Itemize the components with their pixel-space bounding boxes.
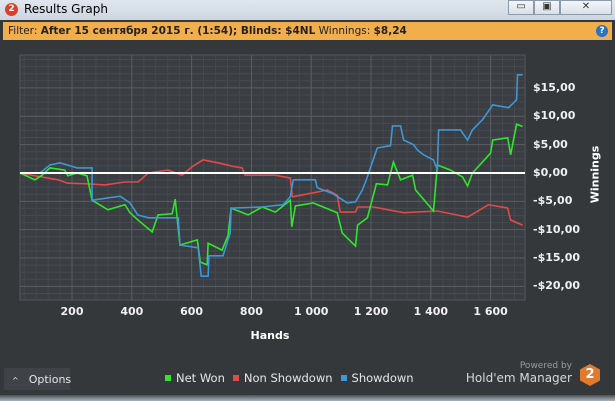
winnings-label: Winnings: <box>318 25 371 37</box>
legend-swatch <box>232 375 239 381</box>
legend-swatch <box>340 375 347 381</box>
maximize-button[interactable]: ▣ <box>534 0 560 15</box>
filter-label: Filter: <box>8 25 38 37</box>
non-showdown-line <box>19 159 523 226</box>
y-tick-label: -$10,00 <box>533 222 581 236</box>
y-tick-label: $5,00 <box>533 137 568 151</box>
y-tick-label: -$20,00 <box>533 279 581 293</box>
y-tick-label: $0,00 <box>533 165 568 179</box>
chevron-up-icon: ^ <box>12 376 19 385</box>
x-tick-label: 1 600 <box>473 305 508 318</box>
minimize-button[interactable]: ▭ <box>508 0 534 15</box>
legend-item-non-showdown[interactable]: Non Showdown <box>232 371 333 385</box>
y-tick-label: -$5,00 <box>533 194 573 208</box>
hm2-logo-icon: 2 <box>5 3 18 16</box>
close-icon: ✕ <box>581 1 591 12</box>
legend-label: Showdown <box>351 371 414 385</box>
options-label: Options <box>28 373 72 386</box>
legend: Net Won Non Showdown Showdown <box>165 371 414 385</box>
x-tick-label: 400 <box>120 305 144 318</box>
plot-area <box>19 54 526 301</box>
minimize-icon: ▭ <box>516 1 526 12</box>
legend-swatch <box>165 375 171 381</box>
x-axis-title: Hands <box>250 329 290 342</box>
brand-name: Hold'em Manager <box>465 371 572 385</box>
x-tick-label: 1 400 <box>413 305 449 318</box>
y-axis-title: Winnings <box>588 145 602 204</box>
maximize-icon: ▣ <box>542 1 552 12</box>
legend-label: Non Showdown <box>243 371 333 385</box>
legend-item-net-won[interactable]: Net Won <box>165 371 225 385</box>
filter-value: After 15 сентября 2015 г. (1:54); Blinds… <box>40 25 316 37</box>
x-tick-label: 200 <box>60 305 84 318</box>
winnings-value: $8,24 <box>373 25 407 37</box>
x-tick-label: 600 <box>180 305 204 318</box>
legend-label: Net Won <box>176 371 225 385</box>
showdown-line <box>20 74 523 278</box>
options-button[interactable]: ^ Options <box>4 368 72 390</box>
y-tick-label: $15,00 <box>533 80 576 94</box>
window-title: Results Graph <box>24 2 108 16</box>
filter-bar: Filter: After 15 сентября 2015 г. (1:54)… <box>3 22 612 40</box>
y-tick-label: $10,00 <box>533 109 576 123</box>
close-button[interactable]: ✕ <box>560 0 612 15</box>
title-bar: 2 Results Graph ▭ ▣ ✕ <box>0 0 615 20</box>
x-tick-label: 1 200 <box>353 305 389 318</box>
x-tick-label: 800 <box>239 305 263 318</box>
net-won-line <box>19 123 523 266</box>
window-border <box>0 395 615 401</box>
legend-item-showdown[interactable]: Showdown <box>340 371 414 385</box>
help-icon[interactable]: ? <box>596 25 608 37</box>
powered-by: Powered by <box>519 361 572 371</box>
x-tick-label: 1 000 <box>293 305 329 318</box>
hm2-logo-icon: 2 <box>580 364 600 386</box>
y-tick-label: -$15,00 <box>533 251 581 265</box>
